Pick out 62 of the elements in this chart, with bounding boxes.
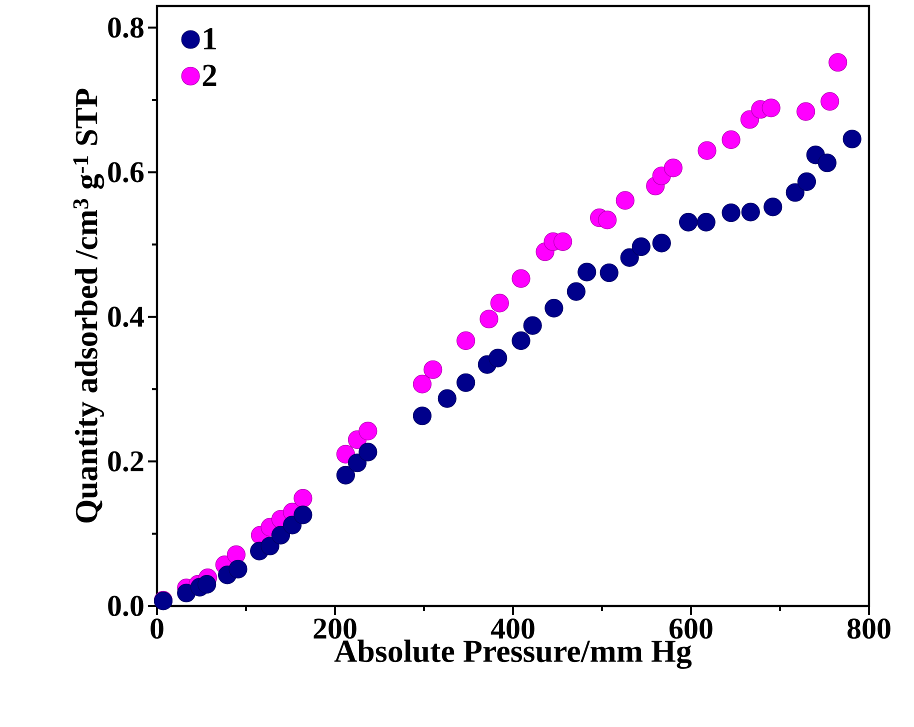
point — [820, 92, 840, 111]
x-axis-title: Absolute Pressure/mm Hg — [334, 640, 692, 669]
point — [652, 234, 671, 252]
point — [796, 102, 816, 121]
point — [664, 158, 682, 178]
point — [490, 294, 509, 312]
point — [696, 212, 716, 232]
point — [424, 360, 442, 379]
point — [616, 191, 634, 210]
point — [438, 389, 456, 408]
point — [228, 560, 248, 578]
point — [698, 141, 716, 160]
point — [336, 466, 355, 484]
point — [842, 130, 862, 148]
point — [828, 53, 848, 72]
point — [578, 262, 596, 282]
point — [358, 442, 378, 462]
point — [679, 212, 698, 232]
point — [722, 130, 740, 150]
point — [271, 526, 290, 544]
point — [412, 406, 432, 426]
x-tick-label: 400 — [490, 618, 534, 639]
point — [488, 348, 508, 368]
point — [620, 248, 639, 267]
point — [600, 263, 618, 282]
point — [523, 316, 542, 335]
point — [762, 98, 780, 118]
x-tick-label: 0 — [150, 618, 164, 639]
point — [358, 422, 378, 440]
point — [741, 202, 760, 222]
point — [456, 373, 476, 392]
legend-label: 2 — [202, 64, 216, 86]
y-tick-label: 0.2 — [108, 451, 144, 472]
x-tick-label: 600 — [670, 618, 712, 639]
y-tick-label: 0.8 — [108, 17, 144, 38]
point — [480, 310, 498, 328]
point — [348, 454, 367, 472]
point — [598, 210, 617, 230]
y-tick-label: 0.0 — [108, 596, 144, 616]
point — [294, 488, 312, 508]
point — [722, 203, 740, 222]
point — [456, 331, 476, 350]
y-tick-label: 0.4 — [108, 306, 144, 328]
point — [512, 331, 530, 350]
point — [412, 374, 432, 394]
point — [512, 269, 530, 288]
point — [786, 183, 804, 202]
point — [544, 298, 564, 318]
point — [818, 154, 836, 172]
point — [198, 575, 216, 594]
point — [764, 198, 782, 216]
point — [260, 536, 280, 556]
x-tick-label: 800 — [848, 618, 890, 639]
y-tick-label: 0.6 — [108, 162, 144, 182]
y-axis-title: Quantity adsorbed /cm$^{3}$ g$^{-1}$ STP — [73, 88, 104, 523]
legend-label: 1 — [204, 28, 216, 50]
point — [797, 172, 816, 191]
point — [294, 506, 312, 524]
point — [554, 232, 572, 251]
x-tick-label: 200 — [314, 618, 356, 639]
point — [632, 237, 650, 256]
point — [566, 282, 586, 301]
